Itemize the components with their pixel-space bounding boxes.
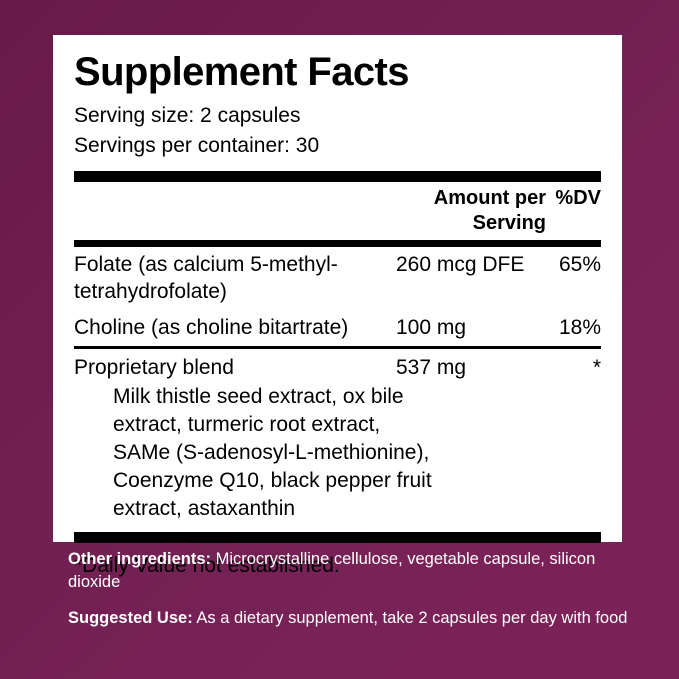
suggested-use-paragraph: Suggested Use: As a dietary supplement, …: [68, 607, 628, 630]
nutrient-name: Choline (as choline bitartrate): [74, 316, 349, 340]
page-title: Supplement Facts: [74, 50, 410, 94]
table-header-row: Amount per Serving %DV: [74, 182, 601, 240]
rule-thick-bottom: [74, 531, 601, 543]
other-ingredients-value: Microcrystalline cellulose, vegetable ca…: [68, 550, 596, 591]
blend-ingredients-list: Milk thistle seed extract, ox bile extra…: [113, 384, 432, 520]
suggested-use-label: Suggested Use:: [68, 608, 193, 627]
table-row: Folate (as calcium 5-methyl-tetrahydrofo…: [74, 247, 601, 310]
table-row: Choline (as choline bitartrate) 100 mg 1…: [74, 310, 601, 346]
serving-size-text: Serving size: 2 capsules: [74, 104, 301, 127]
label-footer: Other ingredients: Microcrystalline cell…: [68, 548, 628, 629]
blend-table: Proprietary blend 537 mg *: [74, 349, 601, 382]
rule-thick-top: [74, 171, 601, 183]
rule-under-header: [74, 240, 601, 248]
column-header-dv: %DV: [555, 187, 601, 210]
table-row: Proprietary blend 537 mg *: [74, 349, 601, 382]
blend-amount: 537 mg: [396, 356, 467, 380]
nutrient-amount: 100 mg: [396, 316, 467, 340]
other-ingredients-paragraph: Other ingredients: Microcrystalline cell…: [68, 548, 628, 594]
nutrition-table: Amount per Serving %DV: [74, 182, 601, 240]
blend-name: Proprietary blend: [74, 356, 234, 380]
servings-per-container-text: Servings per container: 30: [74, 133, 320, 157]
daily-value-footnote: *Daily Value not established.: [74, 553, 340, 577]
nutrient-dv: 65%: [558, 253, 601, 277]
supplement-facts-panel: Supplement Facts Serving size: 2 capsule…: [53, 35, 622, 577]
column-header-name: [74, 182, 396, 240]
rule-above-blend: [74, 346, 601, 350]
nutrient-rows-table: Folate (as calcium 5-methyl-tetrahydrofo…: [74, 247, 601, 346]
nutrient-dv: 18%: [558, 316, 601, 340]
other-ingredients-label: Other ingredients:: [68, 550, 212, 568]
suggested-use-value: As a dietary supplement, take 2 capsules…: [192, 608, 628, 627]
nutrient-name: Folate (as calcium 5-methyl-tetrahydrofo…: [74, 253, 338, 304]
column-header-amount: Amount per Serving: [433, 187, 546, 235]
nutrient-amount: 260 mcg DFE: [396, 253, 525, 277]
blend-dv: *: [592, 356, 601, 380]
